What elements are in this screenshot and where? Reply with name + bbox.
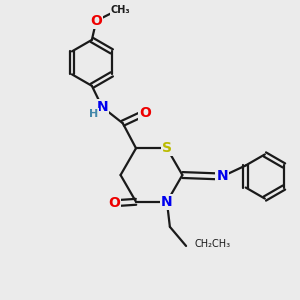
Text: CH₂CH₃: CH₂CH₃ xyxy=(195,238,231,249)
Text: N: N xyxy=(96,100,108,114)
Text: N: N xyxy=(216,169,228,184)
Text: N: N xyxy=(161,195,173,209)
Text: O: O xyxy=(108,196,120,210)
Text: CH₃: CH₃ xyxy=(111,4,130,15)
Text: S: S xyxy=(162,141,172,155)
Text: H: H xyxy=(89,109,98,118)
Text: O: O xyxy=(139,106,151,120)
Text: O: O xyxy=(90,14,102,28)
